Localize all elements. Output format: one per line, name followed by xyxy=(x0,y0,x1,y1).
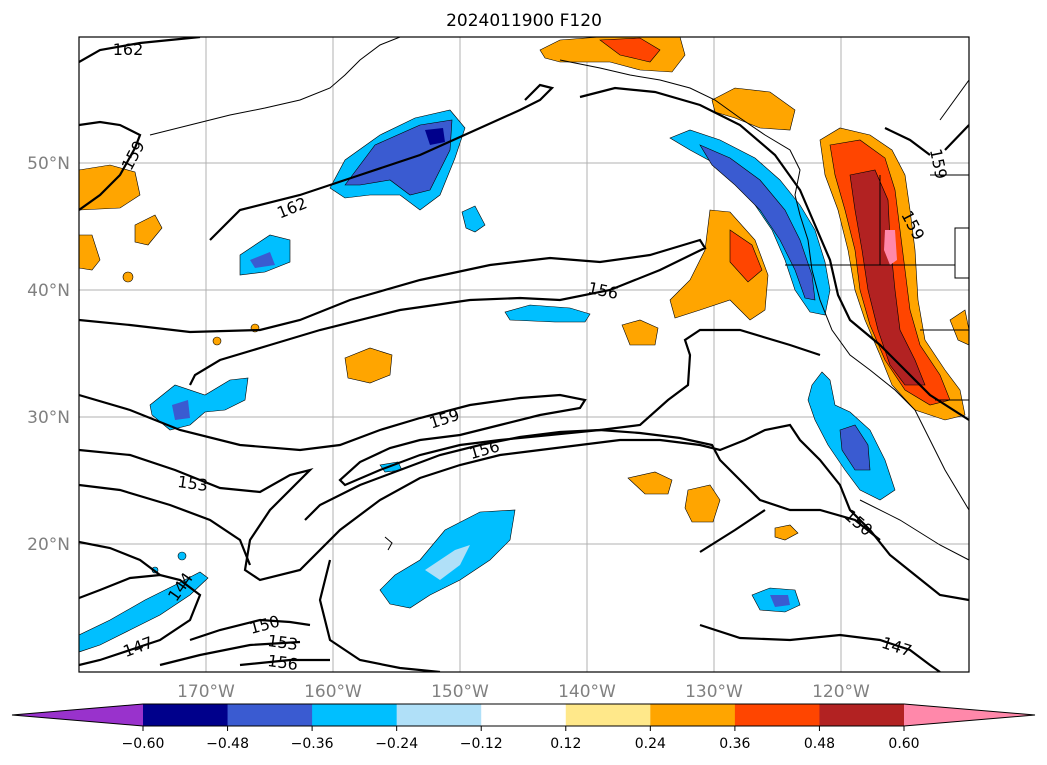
latitude-labels: 50°N 40°N 30°N 20°N xyxy=(27,154,70,555)
colorbar-extend-low xyxy=(12,704,143,726)
colorbar-segment xyxy=(227,704,313,726)
colorbar-tick-label: −0.12 xyxy=(460,736,503,752)
colorbar-segment xyxy=(734,704,820,726)
lat-label: 20°N xyxy=(27,535,70,555)
lat-label: 30°N xyxy=(27,408,70,428)
contour-label: 162 xyxy=(113,40,144,59)
map-title: 2024011900 F120 xyxy=(446,11,602,31)
lon-label: 140°W xyxy=(558,682,616,702)
lat-label: 40°N xyxy=(27,281,70,301)
colorbar-tick-label: −0.60 xyxy=(122,736,165,752)
colorbar-segment xyxy=(143,704,229,726)
colorbar-segment xyxy=(481,704,567,726)
colorbar-segment xyxy=(312,704,398,726)
colorbar-tick-label: 0.60 xyxy=(888,736,919,752)
colorbar-tick-label: −0.36 xyxy=(291,736,334,752)
colorbar-segment xyxy=(819,704,905,726)
colorbar-tick-label: 0.36 xyxy=(719,736,750,752)
lon-label: 170°W xyxy=(177,682,235,702)
negative-shading xyxy=(79,109,896,653)
colorbar-segment xyxy=(650,704,736,726)
colorbar-tick-label: 0.12 xyxy=(550,736,581,752)
colorbar-tick-label: 0.24 xyxy=(635,736,666,752)
map-area xyxy=(79,37,969,672)
lat-label: 50°N xyxy=(27,154,70,174)
lon-label: 130°W xyxy=(685,682,743,702)
colorbar-segment xyxy=(565,704,651,726)
height-contours xyxy=(79,37,969,672)
longitude-labels: 170°W 160°W 150°W 140°W 130°W 120°W xyxy=(177,682,870,702)
colorbar-tick-label: −0.48 xyxy=(206,736,249,752)
contour-label: 153 xyxy=(176,472,209,495)
colorbar-tick-label: −0.24 xyxy=(375,736,418,752)
positive-shading xyxy=(79,37,969,541)
colorbar: −0.60 −0.48 −0.36 −0.24 −0.12 0.12 0.24 0.36 0.4… xyxy=(11,703,1036,752)
lon-label: 150°W xyxy=(431,682,489,702)
colorbar-tick-label: 0.48 xyxy=(804,736,835,752)
lon-label: 160°W xyxy=(304,682,362,702)
lon-label: 120°W xyxy=(812,682,870,702)
coastlines xyxy=(149,37,969,561)
contour-label: 156 xyxy=(266,651,299,674)
contour-label: 153 xyxy=(266,631,299,654)
colorbar-segment xyxy=(396,704,482,726)
colorbar-extend-high xyxy=(904,704,1035,726)
map-frame xyxy=(78,36,970,673)
